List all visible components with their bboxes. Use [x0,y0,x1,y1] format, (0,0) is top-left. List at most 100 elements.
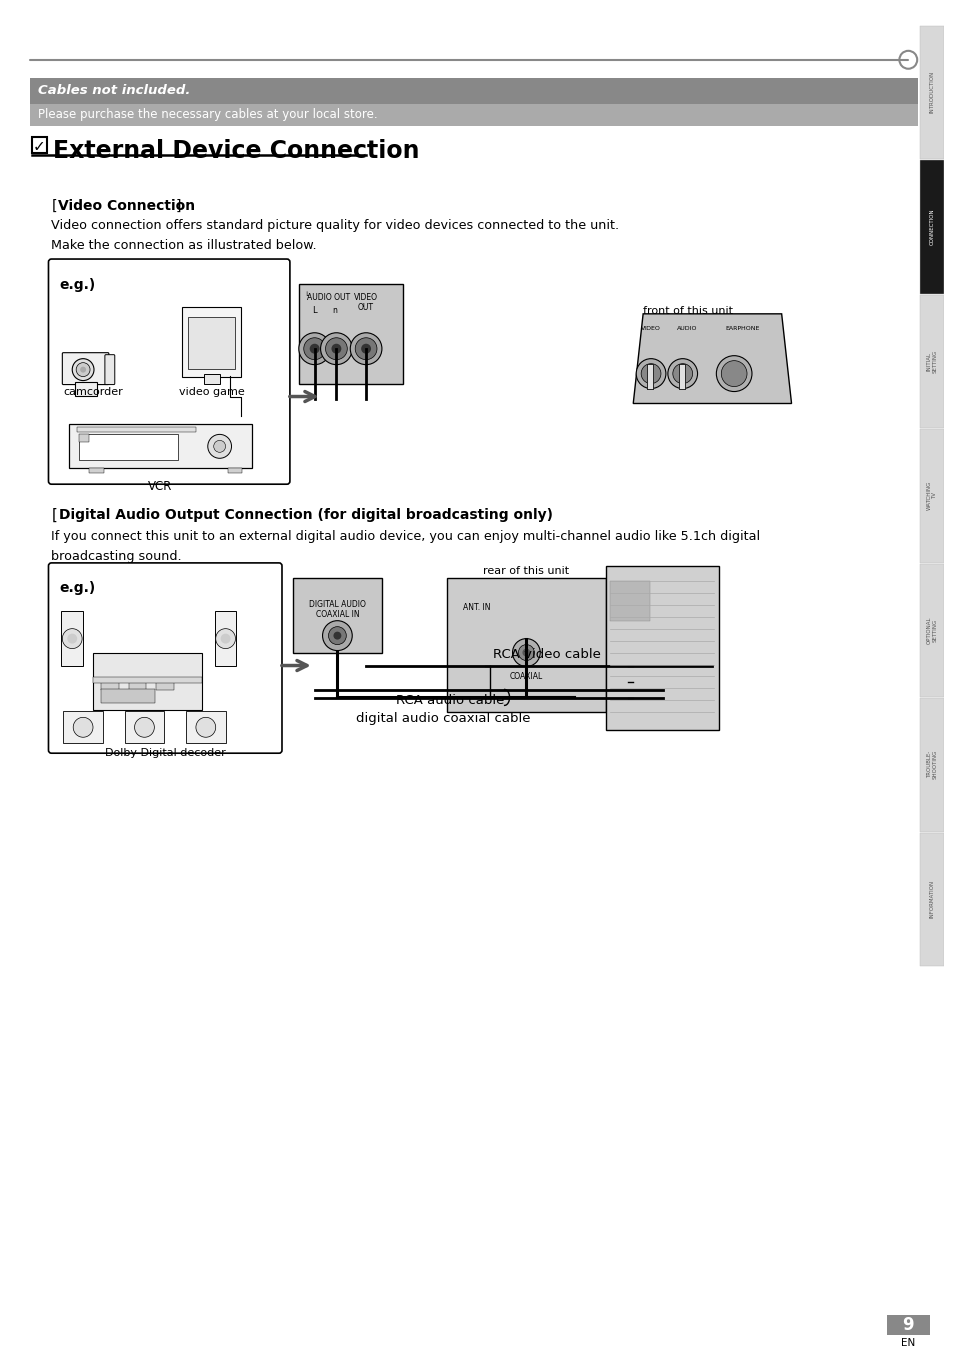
Circle shape [208,434,232,458]
Bar [101,681,118,690]
Bar [605,566,719,731]
Bar [447,578,605,712]
Text: rear of this unit: rear of this unit [483,566,569,576]
Circle shape [512,639,539,666]
Circle shape [310,344,319,353]
Circle shape [195,717,215,737]
Text: camcorder: camcorder [63,387,123,396]
Text: digital audio coaxial cable: digital audio coaxial cable [355,712,530,725]
Circle shape [73,717,92,737]
Bar [70,425,252,468]
Text: RCA audio cable: RCA audio cable [395,694,503,708]
Text: OPTIONAL
SETTING: OPTIONAL SETTING [925,616,937,644]
Bar [101,689,155,704]
Text: INFORMATION: INFORMATION [928,880,934,918]
Circle shape [355,338,376,360]
Bar [298,284,402,384]
Circle shape [80,367,86,372]
FancyBboxPatch shape [62,353,109,384]
Bar [678,364,684,388]
Text: broadcasting sound.: broadcasting sound. [51,550,182,563]
Bar [920,295,943,429]
Bar [678,364,684,388]
Bar [646,364,653,388]
Text: [: [ [51,508,57,523]
Text: VIDEO: VIDEO [640,326,660,330]
Circle shape [322,620,352,651]
Circle shape [298,333,330,365]
Bar [646,364,653,388]
Bar [182,307,241,376]
Circle shape [667,359,697,388]
Bar [31,137,48,154]
Bar [920,160,943,294]
Circle shape [215,628,235,648]
Bar [30,78,917,104]
Text: Please purchase the necessary cables at your local store.: Please purchase the necessary cables at … [37,108,376,121]
Bar [79,434,89,442]
Text: Cables not included.: Cables not included. [37,84,190,97]
Text: VCR: VCR [148,480,172,493]
Circle shape [320,333,352,365]
Text: L: L [312,306,316,315]
Text: External Device Connection: External Device Connection [53,139,419,163]
Text: RCA video cable: RCA video cable [492,647,600,661]
Text: WATCHING
TV: WATCHING TV [925,481,937,511]
Circle shape [672,364,692,384]
Bar [63,712,103,743]
Text: 9: 9 [902,1316,913,1335]
Bar [92,678,202,683]
Text: ]: ] [175,200,180,213]
Text: COAXIAL: COAXIAL [509,673,542,682]
Bar [920,698,943,832]
Circle shape [72,359,94,380]
Bar [610,581,649,620]
Text: Dolby Digital decoder: Dolby Digital decoder [105,748,225,758]
Bar [885,1316,929,1335]
Text: EARPHONE: EARPHONE [724,326,759,330]
Text: AUDIO: AUDIO [677,326,698,330]
Text: front of this unit: front of this unit [642,306,732,315]
Bar [214,611,236,666]
FancyBboxPatch shape [105,355,114,384]
FancyBboxPatch shape [49,259,290,484]
Bar [156,681,174,690]
Text: DIGITAL AUDIO
COAXIAL IN: DIGITAL AUDIO COAXIAL IN [309,600,365,619]
Text: e.g.): e.g.) [59,278,95,293]
Circle shape [328,627,346,644]
Bar [920,430,943,563]
Text: └: └ [303,293,308,299]
Circle shape [325,338,347,360]
Circle shape [716,356,751,391]
Text: EN: EN [901,1339,915,1348]
Text: Make the connection as illustrated below.: Make the connection as illustrated below… [51,239,316,252]
Text: n: n [332,306,336,315]
Bar [75,381,97,395]
Circle shape [636,359,665,388]
Bar [920,833,943,967]
Circle shape [303,338,325,360]
Bar [89,468,104,473]
Circle shape [334,632,341,639]
Circle shape [134,717,154,737]
Bar [920,26,943,159]
Text: ✓: ✓ [32,139,46,154]
Bar [188,317,235,368]
Circle shape [361,344,371,353]
Bar [125,712,164,743]
Text: If you connect this unit to an external digital audio device, you can enjoy mult: If you connect this unit to an external … [51,530,760,543]
Text: INTRODUCTION: INTRODUCTION [928,71,934,113]
Circle shape [522,648,530,656]
Bar [92,652,202,710]
Text: ANT. IN: ANT. IN [462,603,490,612]
Circle shape [76,363,90,376]
Text: e.g.): e.g.) [59,581,95,594]
Bar [30,104,917,125]
Circle shape [720,361,746,387]
Circle shape [517,644,534,661]
Text: INITIAL
SETTING: INITIAL SETTING [925,349,937,373]
Bar [204,373,219,384]
Circle shape [331,344,341,353]
Text: [: [ [51,200,57,213]
Circle shape [220,634,231,643]
